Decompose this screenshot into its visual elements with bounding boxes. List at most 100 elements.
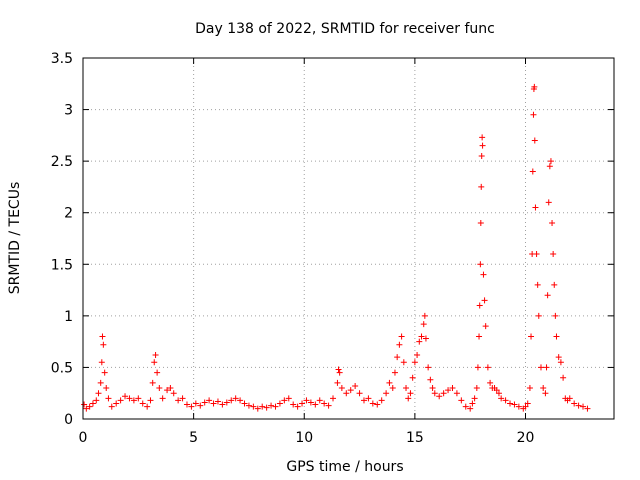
data-point xyxy=(440,390,447,397)
data-point xyxy=(272,403,279,410)
data-point xyxy=(484,364,491,371)
data-point xyxy=(99,333,106,340)
data-point xyxy=(170,390,177,397)
data-point xyxy=(188,403,195,410)
data-point xyxy=(254,405,261,412)
data-point xyxy=(449,385,456,392)
data-point xyxy=(421,312,428,319)
y-tick-label: 1.5 xyxy=(51,257,73,273)
data-point xyxy=(100,341,107,348)
data-point xyxy=(445,387,452,394)
data-point xyxy=(103,385,110,392)
data-point xyxy=(175,397,182,404)
y-tick-label: 0 xyxy=(64,412,73,428)
data-point xyxy=(540,385,547,392)
y-tick-label: 1 xyxy=(64,309,73,325)
data-point xyxy=(543,364,550,371)
x-tick-label: 10 xyxy=(295,430,313,446)
data-point xyxy=(429,385,436,392)
data-point xyxy=(414,352,421,359)
x-axis-label: GPS time / hours xyxy=(286,459,403,475)
data-point xyxy=(405,395,412,402)
data-point xyxy=(360,397,367,404)
y-axis-label: SRMTID / TECUs xyxy=(7,182,23,295)
data-point xyxy=(522,403,529,410)
data-point xyxy=(206,397,213,404)
chart-title: Day 138 of 2022, SRMTID for receiver fun… xyxy=(195,21,495,37)
data-point xyxy=(197,402,204,409)
data-point xyxy=(232,395,239,402)
data-point xyxy=(156,385,163,392)
y-tick-label: 0.5 xyxy=(51,360,73,376)
data-point xyxy=(420,321,427,328)
data-point xyxy=(223,399,230,406)
data-point xyxy=(418,333,425,340)
data-point xyxy=(551,281,558,288)
data-point xyxy=(276,400,283,407)
data-point xyxy=(584,405,591,412)
data-point xyxy=(431,390,438,397)
data-point xyxy=(285,395,292,402)
data-point xyxy=(560,374,567,381)
data-point xyxy=(159,395,166,402)
data-point xyxy=(482,323,489,330)
grid xyxy=(83,58,614,419)
data-point xyxy=(535,312,542,319)
data-point xyxy=(108,403,115,410)
data-point xyxy=(113,400,120,407)
data-point xyxy=(105,395,112,402)
data-point xyxy=(471,395,478,402)
data-point xyxy=(528,333,535,340)
data-point xyxy=(493,387,500,394)
data-point xyxy=(386,379,393,386)
data-point xyxy=(495,390,502,397)
data-point xyxy=(335,366,342,373)
data-point xyxy=(192,400,199,407)
y-tick-label: 3.5 xyxy=(51,51,73,67)
data-point xyxy=(407,390,414,397)
data-point xyxy=(481,297,488,304)
data-point xyxy=(147,397,154,404)
data-point xyxy=(167,385,174,392)
data-point xyxy=(334,379,341,386)
data-point xyxy=(477,261,484,268)
data-point xyxy=(498,395,505,402)
data-point xyxy=(546,163,553,170)
data-point xyxy=(411,359,418,366)
y-tick-label: 3 xyxy=(64,103,73,119)
data-point xyxy=(529,168,536,175)
data-point xyxy=(343,390,350,397)
data-point xyxy=(478,183,485,190)
data-point xyxy=(394,354,401,361)
data-point xyxy=(268,402,275,409)
data-point xyxy=(403,385,410,392)
data-point xyxy=(547,158,554,165)
data-point xyxy=(396,341,403,348)
data-point xyxy=(307,399,314,406)
data-point xyxy=(201,399,208,406)
data-point xyxy=(237,397,244,404)
data-point xyxy=(427,376,434,383)
data-point xyxy=(480,271,487,278)
y-tick-label: 2.5 xyxy=(51,154,73,170)
data-point xyxy=(338,385,345,392)
data-point xyxy=(502,397,509,404)
data-point xyxy=(422,335,429,342)
data-point xyxy=(524,400,531,407)
data-point xyxy=(575,402,582,409)
data-point xyxy=(325,402,332,409)
data-point xyxy=(219,401,226,408)
data-point xyxy=(533,250,540,257)
data-point xyxy=(228,397,235,404)
data-point xyxy=(330,395,337,402)
data-point xyxy=(299,400,306,407)
axis-ticks: 0 5 10 15 20 0 0.5 1 1.5 2 2.5 3 3.5 xyxy=(51,51,614,446)
data-point xyxy=(281,397,288,404)
data-point xyxy=(149,379,156,386)
data-point xyxy=(117,397,124,404)
data-point xyxy=(352,382,359,389)
data-point xyxy=(530,111,537,118)
data-point xyxy=(511,401,518,408)
data-point xyxy=(259,403,266,410)
